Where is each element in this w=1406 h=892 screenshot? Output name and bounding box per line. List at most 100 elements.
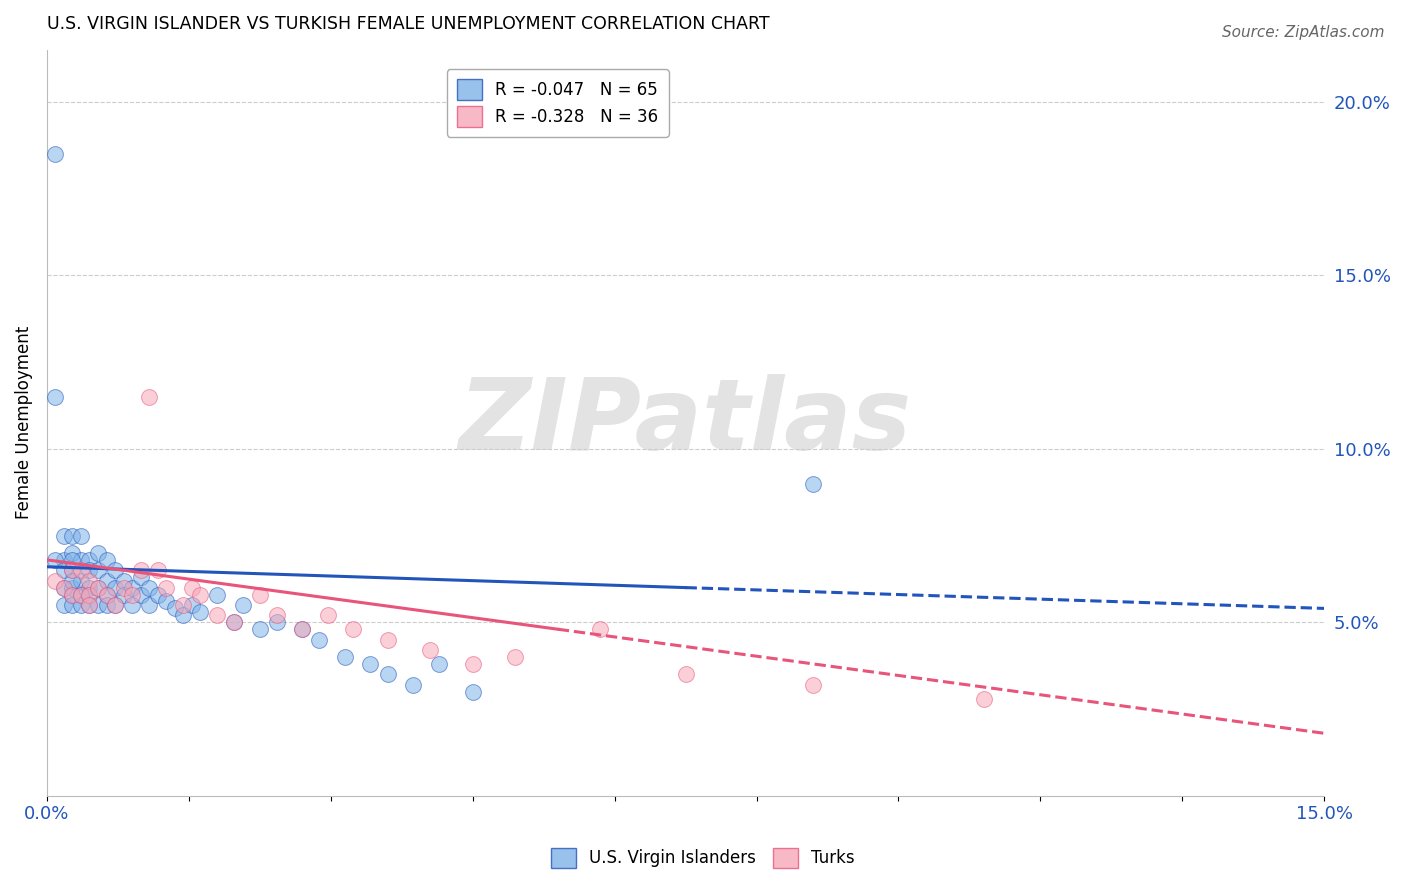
Point xyxy=(675,667,697,681)
Point xyxy=(79,574,101,588)
Point xyxy=(87,581,110,595)
Point xyxy=(52,553,75,567)
Point xyxy=(316,608,339,623)
Point xyxy=(801,678,824,692)
Point xyxy=(104,598,127,612)
Point xyxy=(121,598,143,612)
Point xyxy=(461,657,484,671)
Point xyxy=(62,553,84,567)
Point xyxy=(266,615,288,630)
Point xyxy=(172,598,194,612)
Point xyxy=(419,643,441,657)
Point xyxy=(291,622,314,636)
Point xyxy=(249,588,271,602)
Point xyxy=(801,476,824,491)
Point xyxy=(224,615,246,630)
Point xyxy=(104,581,127,595)
Point xyxy=(87,546,110,560)
Point xyxy=(62,588,84,602)
Point xyxy=(44,390,66,404)
Point xyxy=(232,598,254,612)
Y-axis label: Female Unemployment: Female Unemployment xyxy=(15,326,32,519)
Point xyxy=(129,588,152,602)
Point xyxy=(129,570,152,584)
Legend: R = -0.047   N = 65, R = -0.328   N = 36: R = -0.047 N = 65, R = -0.328 N = 36 xyxy=(447,70,669,136)
Point xyxy=(62,581,84,595)
Point xyxy=(224,615,246,630)
Point xyxy=(172,608,194,623)
Point xyxy=(79,598,101,612)
Point xyxy=(138,598,160,612)
Point xyxy=(360,657,382,671)
Point xyxy=(333,650,356,665)
Point xyxy=(112,574,135,588)
Point xyxy=(52,581,75,595)
Point xyxy=(180,581,202,595)
Point xyxy=(112,588,135,602)
Point xyxy=(87,563,110,577)
Point xyxy=(155,581,177,595)
Point xyxy=(973,691,995,706)
Point xyxy=(52,581,75,595)
Point xyxy=(503,650,526,665)
Point xyxy=(70,588,93,602)
Point xyxy=(87,598,110,612)
Point xyxy=(70,588,93,602)
Point xyxy=(461,684,484,698)
Point xyxy=(62,546,84,560)
Point xyxy=(44,574,66,588)
Point xyxy=(112,581,135,595)
Point xyxy=(121,581,143,595)
Point xyxy=(62,588,84,602)
Point xyxy=(62,528,84,542)
Point xyxy=(44,147,66,161)
Point xyxy=(62,563,84,577)
Point xyxy=(44,553,66,567)
Point xyxy=(180,598,202,612)
Point xyxy=(62,563,84,577)
Point xyxy=(52,528,75,542)
Point xyxy=(402,678,425,692)
Point xyxy=(96,588,118,602)
Point xyxy=(62,598,84,612)
Point xyxy=(205,608,228,623)
Point xyxy=(589,622,612,636)
Point xyxy=(79,563,101,577)
Point xyxy=(377,667,399,681)
Point xyxy=(79,581,101,595)
Point xyxy=(79,588,101,602)
Point xyxy=(104,598,127,612)
Point xyxy=(70,574,93,588)
Point xyxy=(121,588,143,602)
Text: ZIPatlas: ZIPatlas xyxy=(458,375,912,471)
Point xyxy=(96,588,118,602)
Point xyxy=(205,588,228,602)
Point xyxy=(427,657,450,671)
Text: U.S. VIRGIN ISLANDER VS TURKISH FEMALE UNEMPLOYMENT CORRELATION CHART: U.S. VIRGIN ISLANDER VS TURKISH FEMALE U… xyxy=(46,15,769,33)
Point xyxy=(249,622,271,636)
Point xyxy=(163,601,186,615)
Point xyxy=(79,598,101,612)
Point xyxy=(96,598,118,612)
Point xyxy=(70,563,93,577)
Point xyxy=(52,598,75,612)
Point xyxy=(52,563,75,577)
Text: Source: ZipAtlas.com: Source: ZipAtlas.com xyxy=(1222,25,1385,40)
Point xyxy=(377,632,399,647)
Point xyxy=(79,553,101,567)
Point xyxy=(146,588,169,602)
Point xyxy=(129,563,152,577)
Point xyxy=(96,553,118,567)
Legend: U.S. Virgin Islanders, Turks: U.S. Virgin Islanders, Turks xyxy=(544,841,862,875)
Point xyxy=(79,588,101,602)
Point xyxy=(138,390,160,404)
Point xyxy=(188,605,211,619)
Point xyxy=(188,588,211,602)
Point xyxy=(104,563,127,577)
Point xyxy=(87,581,110,595)
Point xyxy=(266,608,288,623)
Point xyxy=(155,594,177,608)
Point xyxy=(62,574,84,588)
Point xyxy=(138,581,160,595)
Point xyxy=(70,528,93,542)
